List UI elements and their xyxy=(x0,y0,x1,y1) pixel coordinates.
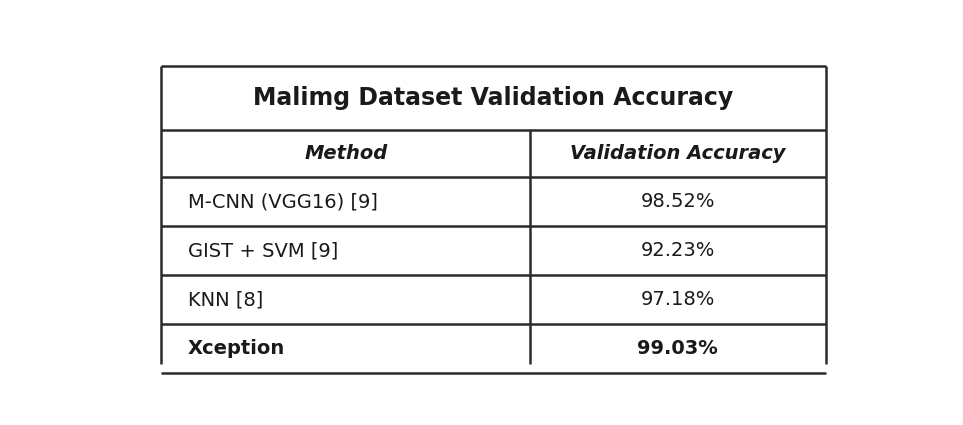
Text: M-CNN (VGG16) [9]: M-CNN (VGG16) [9] xyxy=(188,192,377,211)
Text: 92.23%: 92.23% xyxy=(640,241,716,260)
Text: Method: Method xyxy=(304,144,387,163)
Text: Xception: Xception xyxy=(188,339,285,358)
Text: Validation Accuracy: Validation Accuracy xyxy=(570,144,786,163)
Text: GIST + SVM [9]: GIST + SVM [9] xyxy=(188,241,338,260)
Text: KNN [8]: KNN [8] xyxy=(188,290,263,309)
Text: 98.52%: 98.52% xyxy=(640,192,716,211)
Text: Malimg Dataset Validation Accuracy: Malimg Dataset Validation Accuracy xyxy=(253,85,734,110)
Text: 99.03%: 99.03% xyxy=(638,339,718,358)
Text: 97.18%: 97.18% xyxy=(640,290,716,309)
